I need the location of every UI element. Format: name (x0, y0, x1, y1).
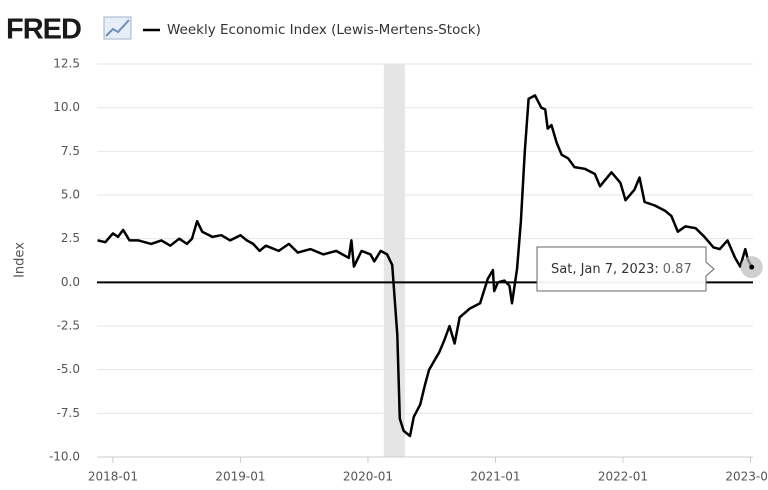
y-tick-label: -10.0 (49, 450, 80, 464)
y-tick-label: 7.5 (61, 144, 80, 158)
logo: FRED (6, 14, 81, 46)
y-axis-label: Index (13, 242, 28, 278)
x-tick-label: 2018-01 (88, 470, 138, 484)
hover-point (749, 264, 755, 270)
tooltip-date: Sat, Jan 7, 2023: (551, 262, 659, 277)
y-tick-label: -7.5 (57, 406, 80, 420)
x-tick-label: 2020-01 (343, 470, 393, 484)
x-tick-label: 2023-01 (725, 470, 768, 484)
recession-band (383, 64, 405, 457)
series-line (97, 94, 753, 438)
tooltip-box (536, 246, 715, 292)
x-tick-label: 2021-01 (470, 470, 520, 484)
legend-label: Weekly Economic Index (Lewis-Mertens-Sto… (167, 22, 481, 38)
y-tick-label: 0.0 (61, 275, 80, 289)
tooltip-text: Sat, Jan 7, 2023: 0.87 (551, 262, 692, 277)
y-tick-label: 12.5 (53, 57, 80, 71)
logo-icon (103, 16, 132, 40)
x-tick-label: 2022-01 (598, 470, 648, 484)
y-tick-label: -2.5 (57, 319, 80, 333)
y-tick-label: -5.0 (57, 362, 80, 376)
x-tick-label: 2019-01 (215, 470, 265, 484)
y-tick-label: 2.5 (61, 231, 80, 245)
tooltip-value: 0.87 (663, 262, 692, 277)
y-tick-label: 5.0 (61, 188, 80, 202)
y-tick-label: 10.0 (53, 100, 80, 114)
